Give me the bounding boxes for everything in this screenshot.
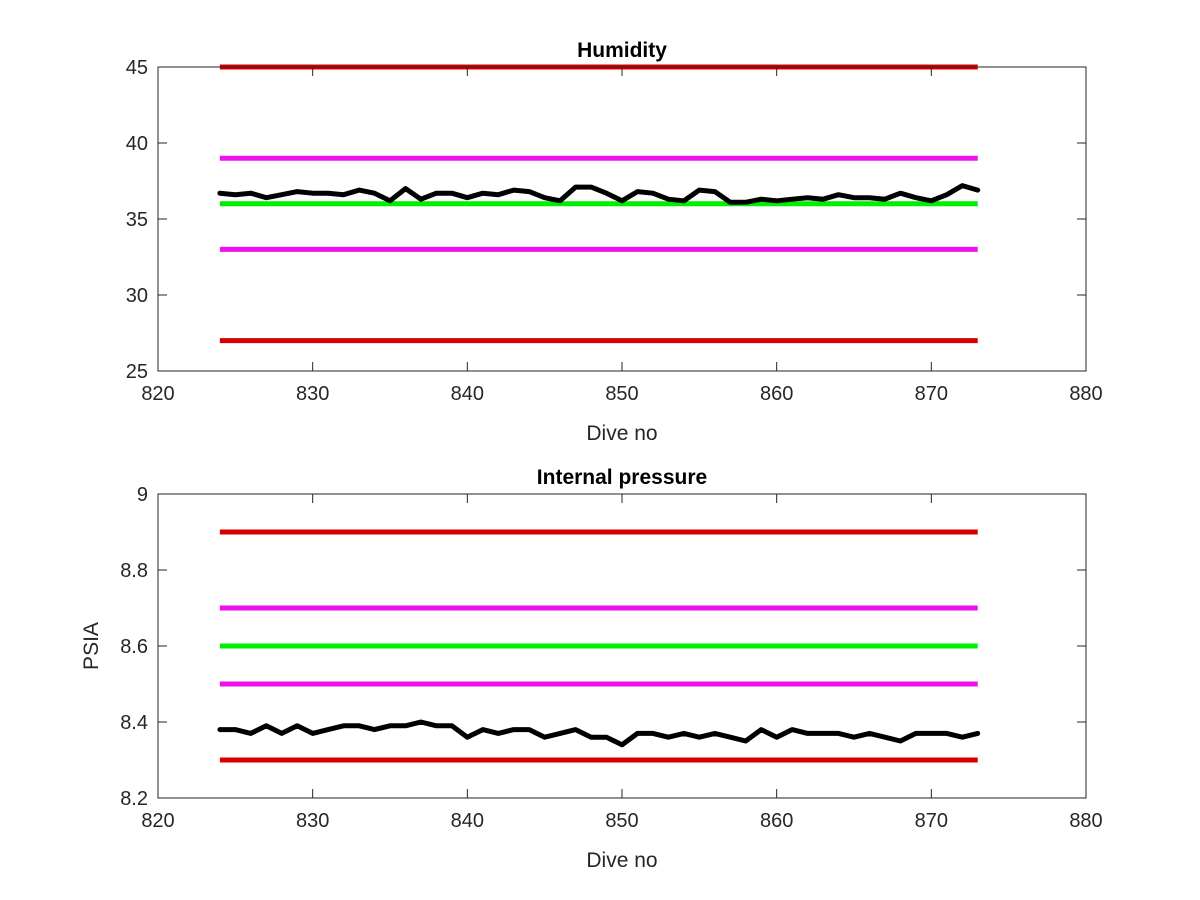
humidity-y-tick-label: 45 — [126, 57, 148, 79]
internal-pressure-x-tick-label: 850 — [605, 810, 638, 832]
internal-pressure-series-line-0 — [217, 719, 981, 748]
humidity-x-axis-label: Dive no — [586, 422, 657, 445]
humidity-title: Humidity — [577, 39, 667, 62]
internal-pressure-x-tick-label: 830 — [296, 810, 329, 832]
humidity-y-tick-label: 35 — [126, 209, 148, 231]
internal-pressure-y-tick-label: 8.6 — [120, 636, 148, 658]
internal-pressure-x-tick-label: 880 — [1069, 810, 1102, 832]
internal-pressure-ticks: 820 830 840 850 860 870 880 8.2 8.4 8.6 8.8 9 — [120, 484, 1103, 832]
internal-pressure-y-tick-label: 8.2 — [120, 788, 148, 810]
humidity-x-tick-label: 870 — [915, 383, 948, 405]
humidity-x-tick-label: 860 — [760, 383, 793, 405]
humidity-y-tick-label: 30 — [126, 285, 148, 307]
humidity-x-tick-label: 830 — [296, 383, 329, 405]
internal-pressure-x-axis-label: Dive no — [586, 849, 657, 872]
internal-pressure-title: Internal pressure — [537, 466, 707, 489]
humidity-chart: 820 830 840 850 860 870 880 25 30 35 40 45 Humidity… — [126, 39, 1103, 445]
internal-pressure-y-tick-label: 8.8 — [120, 560, 148, 582]
humidity-x-tick-label: 880 — [1069, 383, 1102, 405]
internal-pressure-plot-marks — [217, 529, 981, 763]
internal-pressure-chart: 820 830 840 850 860 870 880 8.2 8.4 8.6 8.8 9 Inter… — [80, 466, 1103, 872]
humidity-ticks: 820 830 840 850 860 870 880 25 30 35 40 45 — [126, 57, 1103, 405]
internal-pressure-y-tick-label: 8.4 — [120, 712, 148, 734]
humidity-y-tick-label: 40 — [126, 133, 148, 155]
internal-pressure-x-tick-label: 840 — [451, 810, 484, 832]
internal-pressure-x-tick-label: 860 — [760, 810, 793, 832]
humidity-x-tick-label: 820 — [141, 383, 174, 405]
humidity-x-tick-label: 840 — [451, 383, 484, 405]
humidity-x-tick-label: 850 — [605, 383, 638, 405]
internal-pressure-x-tick-label: 870 — [915, 810, 948, 832]
humidity-y-tick-label: 25 — [126, 361, 148, 383]
internal-pressure-y-tick-label: 9 — [137, 484, 148, 506]
internal-pressure-y-axis-label: PSIA — [80, 622, 103, 670]
humidity-series-line-0 — [217, 183, 981, 205]
internal-pressure-x-tick-label: 820 — [141, 810, 174, 832]
